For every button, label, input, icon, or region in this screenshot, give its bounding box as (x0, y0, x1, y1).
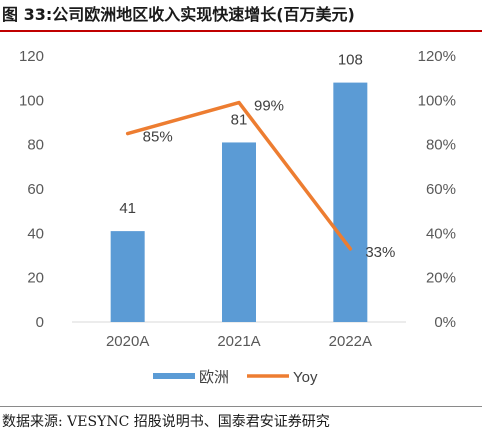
bar-series: 41 81 108 (110, 52, 368, 322)
yoy-point (237, 101, 241, 105)
footer-divider (0, 406, 482, 407)
right-tick-label: 0% (434, 314, 456, 331)
source-note: 数据来源: VESYNC 招股说明书、国泰君安证券研究 (2, 414, 330, 430)
left-tick-label: 60 (27, 181, 44, 198)
chart: 0 20 40 60 80 100 120 0% 20% 40% 60% 80% 100% 120% 4… (19, 48, 456, 386)
right-tick-label: 60% (426, 181, 456, 198)
right-tick-label: 40% (426, 225, 456, 242)
yoy-value-label: 99% (254, 98, 284, 115)
left-tick-label: 120 (19, 48, 44, 65)
left-axis: 0 20 40 60 80 100 120 (19, 48, 44, 331)
title-divider (0, 30, 482, 32)
yoy-point (126, 132, 130, 136)
legend-label-line: Yoy (293, 369, 318, 386)
figure-title: 图 33:公司欧洲地区收入实现快速增长(百万美元) (2, 5, 355, 24)
bar (222, 142, 256, 322)
legend: 欧洲 Yoy (153, 369, 318, 386)
legend-swatch-bar (153, 373, 195, 379)
x-axis: 2020A 2021A 2022A (106, 333, 372, 350)
left-tick-label: 40 (27, 225, 44, 242)
x-tick-label: 2021A (217, 333, 260, 350)
left-tick-label: 20 (27, 270, 44, 287)
yoy-value-label: 33% (365, 244, 395, 261)
legend-label-bar: 欧洲 (199, 369, 229, 386)
bar (110, 231, 145, 322)
right-tick-label: 120% (418, 48, 456, 65)
bar-value-label: 108 (338, 52, 363, 69)
right-tick-label: 100% (418, 92, 456, 109)
bar-value-label: 41 (119, 200, 136, 217)
left-tick-label: 80 (27, 137, 44, 154)
left-tick-label: 100 (19, 92, 44, 109)
yoy-point (348, 247, 352, 251)
right-tick-label: 20% (426, 270, 456, 287)
yoy-value-label: 85% (143, 129, 173, 146)
right-axis: 0% 20% 40% 60% 80% 100% 120% (418, 48, 456, 331)
bar (333, 82, 368, 322)
line-series: 85% 99% 33% (125, 98, 395, 261)
bar-value-label: 81 (231, 111, 248, 128)
left-tick-label: 0 (36, 314, 44, 331)
x-tick-label: 2020A (106, 333, 149, 350)
right-tick-label: 80% (426, 137, 456, 154)
x-tick-label: 2022A (329, 333, 372, 350)
